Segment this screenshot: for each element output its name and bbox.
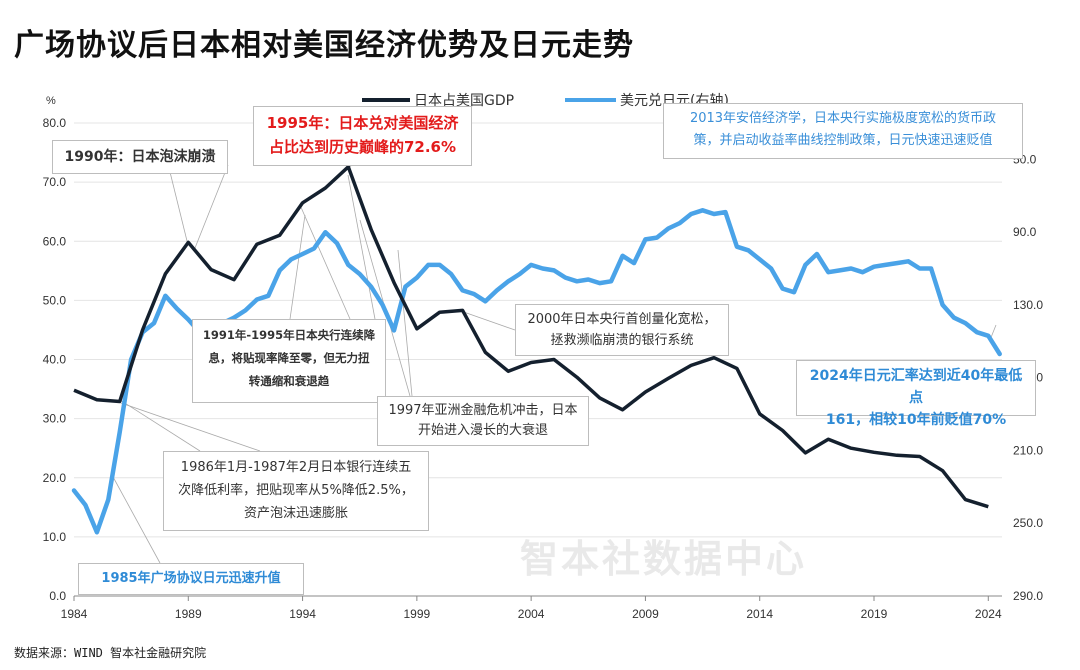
y-left-tick-label: 10.0 [43,530,67,544]
annotation-1991-line1: 1991年-1995年日本央行连续降 [202,328,376,342]
annotation-1986-line1: 1986年1月-1987年2月日本银行连续五 [180,460,412,475]
annotation-1985: 1985年广场协议日元迅速升值 [78,563,304,595]
annotation-leader-line [111,474,161,564]
x-tick-label: 2009 [632,607,659,621]
y-left-tick-label: 30.0 [43,412,67,426]
y-left-tick-label: 40.0 [43,353,67,367]
y-right-tick-label: 90.0 [1013,225,1037,239]
annotation-2024: 2024年日元汇率达到近40年最低点 161，相较10年前贬值70% [796,360,1036,428]
y-right-tick-label: 250.0 [1013,516,1043,530]
annotation-1997-line1: 1997年亚洲金融危机冲击，日本 [388,403,578,418]
y-left-tick-label: 0.0 [49,589,66,603]
annotation-leader-line [397,249,413,397]
y-left-tick-label: 70.0 [43,175,67,189]
x-tick-label: 1999 [404,607,431,621]
y-left-tick-label: 20.0 [43,471,67,485]
x-tick-label: 2004 [518,607,545,621]
annotation-2000: 2000年日本央行首创量化宽松， 拯救濒临崩溃的银行系统 [515,304,729,356]
annotation-1991-line2: 息，将贴现率降至零，但无力扭 [208,351,370,365]
annotation-2000-line2: 拯救濒临崩溃的银行系统 [550,333,694,348]
annotation-leader-line [169,171,189,246]
annotation-1995-line1: 1995年：日本兑对美国经济 [266,114,459,132]
annotation-2024-line2: 161，相较10年前贬值70% [825,412,1007,428]
annotation-leader-line [119,399,201,452]
annotation-leader-line [194,164,229,249]
annotation-leader-line [117,401,261,452]
annotation-1997: 1997年亚洲金融危机冲击，日本 开始进入漫长的大衰退 [377,396,589,446]
annotation-1986-line2: 次降低利率，把贴现率从5%降低2.5%， [178,483,414,498]
y-right-tick-label: 130.0 [1013,298,1043,312]
annotation-leader-line [289,214,306,320]
source-note: 数据来源：WIND 智本社金融研究院 [14,646,207,660]
x-tick-label: 2019 [861,607,888,621]
annotation-2013-line2: 策，并启动收益率曲线控制政策，日元快速迅速贬值 [693,133,993,148]
annotation-1995-line2: 占比达到历史巅峰的72.6% [268,138,457,156]
annotation-2000-line1: 2000年日本央行首创量化宽松， [527,312,717,327]
annotation-1997-line2: 开始进入漫长的大衰退 [417,423,548,438]
annotation-2024-line1: 2024年日元汇率达到近40年最低点 [809,368,1023,406]
annotation-2013: 2013年安倍经济学，日本央行实施极度宽松的货币政 策，并启动收益率曲线控制政策… [663,103,1023,159]
annotation-1991-line3: 转通缩和衰退趋 [248,374,330,388]
annotation-1991: 1991年-1995年日本央行连续降 息，将贴现率降至零，但无力扭 转通缩和衰退… [192,319,386,403]
x-tick-label: 2014 [746,607,773,621]
x-tick-label: 1994 [289,607,316,621]
x-tick-label: 2024 [975,607,1002,621]
y-left-tick-label: 60.0 [43,234,67,248]
annotation-leader-line [347,174,376,320]
y-right-tick-label: 210.0 [1013,443,1043,457]
watermark-text: 智本社数据中心 [520,537,808,581]
y-left-tick-label: 80.0 [43,116,67,130]
annotation-leader-line [457,309,516,331]
annotation-1985-text: 1985年广场协议日元迅速升值 [101,571,281,586]
annotation-1995: 1995年：日本兑对美国经济 占比达到历史巅峰的72.6% [253,106,472,166]
annotation-1990-text: 1990年：日本泡沫崩溃 [64,149,216,165]
annotation-1990: 1990年：日本泡沫崩溃 [52,140,228,174]
y-left-tick-label: 50.0 [43,293,67,307]
series-line-gdp [73,165,989,509]
y-right-tick-label: 290.0 [1013,589,1043,603]
x-tick-label: 1984 [61,607,88,621]
x-tick-label: 1989 [175,607,202,621]
annotation-leader-line [299,204,351,320]
legend-label-gdp: 日本占美国GDP [414,93,514,109]
annotation-1986: 1986年1月-1987年2月日本银行连续五 次降低利率，把贴现率从5%降低2.… [163,451,429,531]
annotation-2013-line1: 2013年安倍经济学，日本央行实施极度宽松的货币政 [689,111,997,126]
y-left-unit-label: % [46,95,56,107]
annotation-1986-line3: 资产泡沫迅速膨胀 [243,506,348,521]
chart-title: 广场协议后日本相对美国经济优势及日元走势 [14,28,634,63]
